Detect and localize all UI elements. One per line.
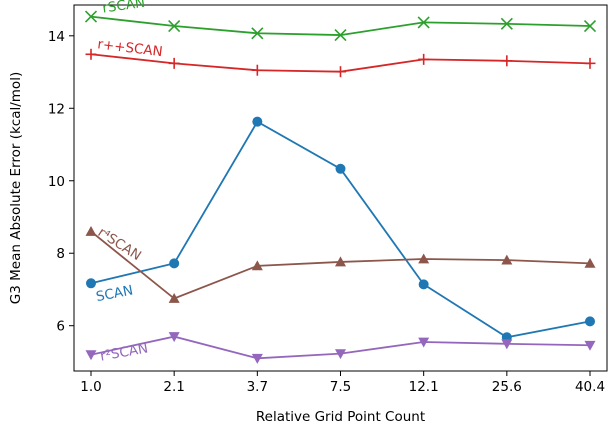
- data-point-triangle-down: [335, 349, 346, 360]
- series-label: rSCAN: [101, 0, 146, 17]
- series-2: [86, 116, 595, 343]
- x-axis: 1.0 2.1 3.7 7.5 12.1 25.6 40.4: [80, 371, 605, 395]
- x-tick-label: 40.4: [575, 379, 605, 395]
- data-point-x: [500, 17, 513, 30]
- data-point-triangle-down: [85, 350, 97, 361]
- data-point-x: [84, 10, 98, 23]
- series-1: [85, 48, 596, 78]
- y-axis-label: G3 Mean Absolute Error (kcal/mol): [8, 72, 24, 304]
- data-point-triangle-up: [251, 260, 263, 271]
- data-point-triangle-up: [418, 253, 430, 264]
- data-point-triangle-down: [501, 339, 513, 350]
- data-point-circle: [86, 278, 96, 289]
- series-line: [90, 120, 591, 339]
- data-point-triangle-up: [335, 256, 346, 267]
- data-point-x: [251, 27, 264, 40]
- data-point-triangle-down: [251, 353, 263, 364]
- data-point-plus: [418, 53, 430, 65]
- y-axis: 6 8 10 12 14: [48, 29, 74, 335]
- data-point-triangle-down: [584, 340, 596, 351]
- data-point-triangle-up: [501, 254, 513, 265]
- data-point-plus: [85, 48, 97, 60]
- series-label: r⁴SCAN: [95, 224, 144, 264]
- data-point-triangle-down: [418, 337, 430, 348]
- data-point-circle: [585, 316, 595, 327]
- x-tick-label: 25.6: [492, 379, 522, 395]
- data-point-plus: [501, 55, 513, 67]
- data-point-plus: [251, 64, 263, 76]
- data-point-plus: [335, 66, 346, 78]
- series-label: r²SCAN: [99, 340, 149, 364]
- x-tick-label: 2.1: [163, 379, 184, 395]
- data-point-circle: [252, 116, 263, 127]
- y-tick-label: 10: [48, 174, 65, 190]
- data-point-plus: [168, 57, 180, 69]
- y-tick-label: 8: [56, 246, 65, 262]
- series-label: SCAN: [95, 282, 135, 305]
- series-0: [84, 10, 597, 42]
- data-point-x: [334, 29, 347, 42]
- data-point-triangle-up: [584, 257, 596, 268]
- x-tick-label: 1.0: [80, 379, 101, 395]
- data-point-plus: [584, 57, 596, 69]
- data-point-x: [168, 19, 181, 33]
- data-point-x: [583, 19, 597, 33]
- plot-frame: [73, 4, 608, 372]
- data-point-x: [417, 16, 430, 29]
- data-point-circle: [335, 163, 346, 174]
- series-3: [85, 225, 596, 303]
- data-point-circle: [418, 279, 429, 290]
- data-point-circle: [169, 258, 180, 269]
- y-tick-label: 14: [48, 29, 65, 45]
- x-tick-label: 3.7: [247, 379, 268, 395]
- x-tick-label: 12.1: [409, 379, 439, 395]
- series-labels: rSCAN r++SCAN SCAN r⁴SCAN r²SCAN: [95, 0, 164, 365]
- series-layer: [84, 10, 597, 364]
- series-4: [85, 332, 596, 364]
- data-point-triangle-up: [85, 225, 97, 236]
- x-axis-label: Relative Grid Point Count: [256, 409, 425, 425]
- y-tick-label: 12: [48, 101, 65, 117]
- series-label: r++SCAN: [97, 36, 164, 60]
- data-point-triangle-up: [168, 293, 180, 303]
- series-line: [90, 15, 591, 36]
- y-tick-label: 6: [56, 319, 65, 335]
- data-point-triangle-down: [168, 332, 180, 343]
- x-tick-label: 7.5: [330, 379, 351, 395]
